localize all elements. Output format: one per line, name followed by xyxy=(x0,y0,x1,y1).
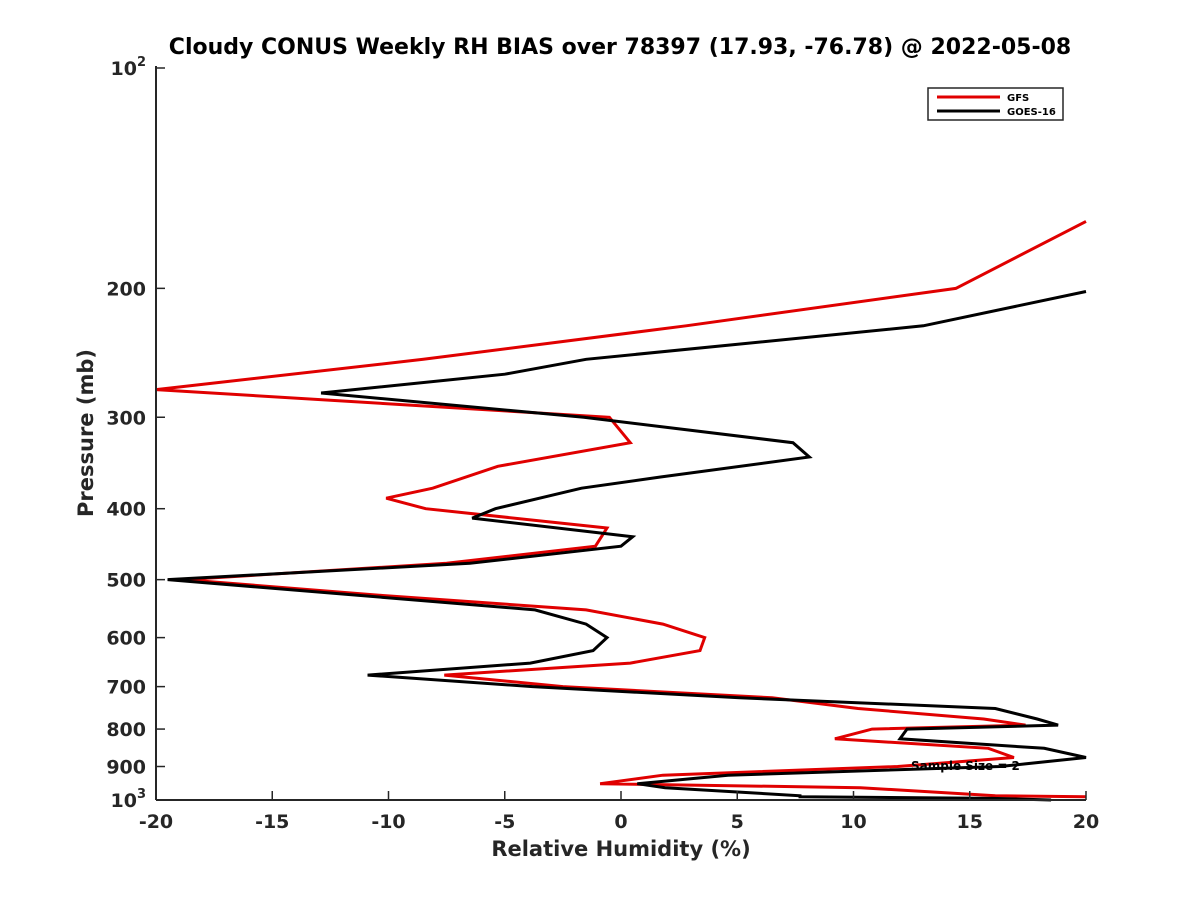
x-tick-label: 0 xyxy=(614,811,627,833)
series-line-gfs xyxy=(155,220,1087,799)
x-tick-label: 15 xyxy=(957,811,983,833)
legend-label-goes16: GOES-16 xyxy=(1007,107,1056,118)
x-tick-label: -10 xyxy=(371,811,405,833)
series-line-goes16 xyxy=(167,290,1087,802)
x-axis-label: Relative Humidity (%) xyxy=(491,837,750,861)
y-tick-label: 300 xyxy=(106,407,146,429)
series-layer xyxy=(155,220,1087,802)
y-tick-label: 800 xyxy=(106,719,146,741)
y-tick-label: 900 xyxy=(106,757,146,779)
x-ticks: -20 -15 -10 -5 0 5 10 15 20 xyxy=(139,791,1099,833)
x-tick-label: -5 xyxy=(494,811,515,833)
x-tick-label: 20 xyxy=(1073,811,1099,833)
x-tick-label: 10 xyxy=(840,811,866,833)
y-ticks: 102 200 300 400 500 600 700 800 900 103 xyxy=(106,55,165,812)
y-tick-label: 700 xyxy=(106,677,146,699)
y-axis-label: Pressure (mb) xyxy=(74,349,98,517)
y-tick-label: 200 xyxy=(106,278,146,300)
y-tick-label: 103 xyxy=(111,787,147,812)
y-tick-label: 500 xyxy=(106,570,146,592)
plot-area xyxy=(156,68,1086,800)
y-tick-label: 600 xyxy=(106,628,146,650)
sample-size-annotation: Sample Size = 2 xyxy=(911,759,1020,773)
legend: GFS GOES-16 xyxy=(927,87,1064,121)
legend-label-gfs: GFS xyxy=(1007,93,1029,104)
x-tick-label: -20 xyxy=(139,811,173,833)
y-tick-label: 400 xyxy=(106,499,146,521)
x-tick-label: 5 xyxy=(731,811,744,833)
y-tick-label: 102 xyxy=(111,55,147,80)
chart-title: Cloudy CONUS Weekly RH BIAS over 78397 (… xyxy=(169,35,1071,60)
legend-box xyxy=(927,87,1064,121)
x-tick-label: -15 xyxy=(255,811,289,833)
